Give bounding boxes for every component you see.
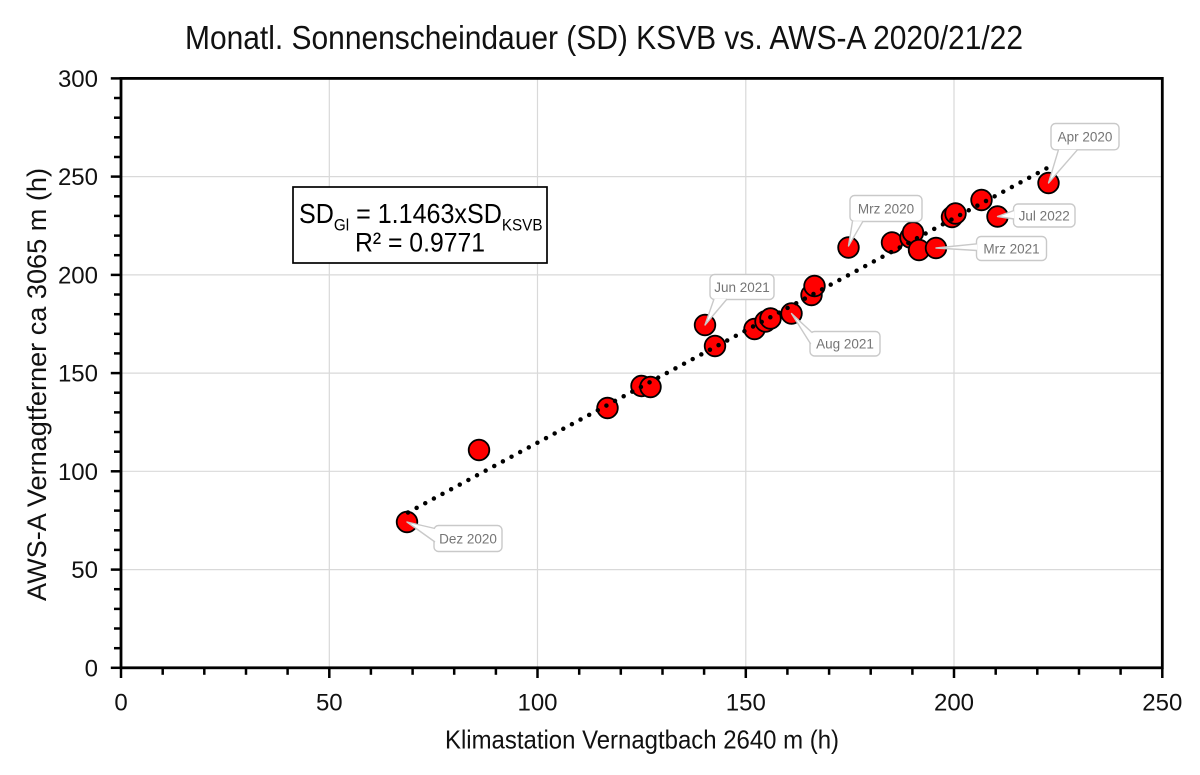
svg-text:100: 100 bbox=[517, 690, 557, 717]
svg-text:0: 0 bbox=[85, 655, 98, 682]
svg-text:Jul 2022: Jul 2022 bbox=[1019, 208, 1070, 223]
svg-text:Mrz 2021: Mrz 2021 bbox=[983, 241, 1039, 256]
svg-text:Dez 2020: Dez 2020 bbox=[439, 531, 497, 546]
svg-text:250: 250 bbox=[58, 164, 98, 191]
svg-text:200: 200 bbox=[58, 263, 98, 290]
svg-text:150: 150 bbox=[58, 361, 98, 388]
svg-text:250: 250 bbox=[1142, 690, 1182, 717]
svg-text:300: 300 bbox=[58, 66, 98, 93]
svg-text:100: 100 bbox=[58, 459, 98, 486]
svg-text:200: 200 bbox=[934, 690, 974, 717]
svg-text:50: 50 bbox=[71, 557, 98, 584]
svg-text:Monatl. Sonnenscheindauer (SD): Monatl. Sonnenscheindauer (SD) KSVB vs. … bbox=[185, 19, 1023, 56]
svg-text:Klimastation Vernagtbach 2640: Klimastation Vernagtbach 2640 m (h) bbox=[445, 725, 839, 755]
svg-text:Apr 2020: Apr 2020 bbox=[1058, 130, 1113, 145]
svg-text:150: 150 bbox=[726, 690, 766, 717]
svg-text:50: 50 bbox=[316, 690, 343, 717]
svg-text:AWS-A Vernagtferner ca 3065 m: AWS-A Vernagtferner ca 3065 m (h) bbox=[22, 168, 52, 601]
svg-text:Mrz 2020: Mrz 2020 bbox=[858, 201, 914, 216]
svg-text:Aug 2021: Aug 2021 bbox=[816, 337, 874, 352]
svg-text:R² = 0.9771: R² = 0.9771 bbox=[355, 228, 485, 258]
svg-text:Jun 2021: Jun 2021 bbox=[714, 280, 770, 295]
svg-text:0: 0 bbox=[114, 690, 127, 717]
